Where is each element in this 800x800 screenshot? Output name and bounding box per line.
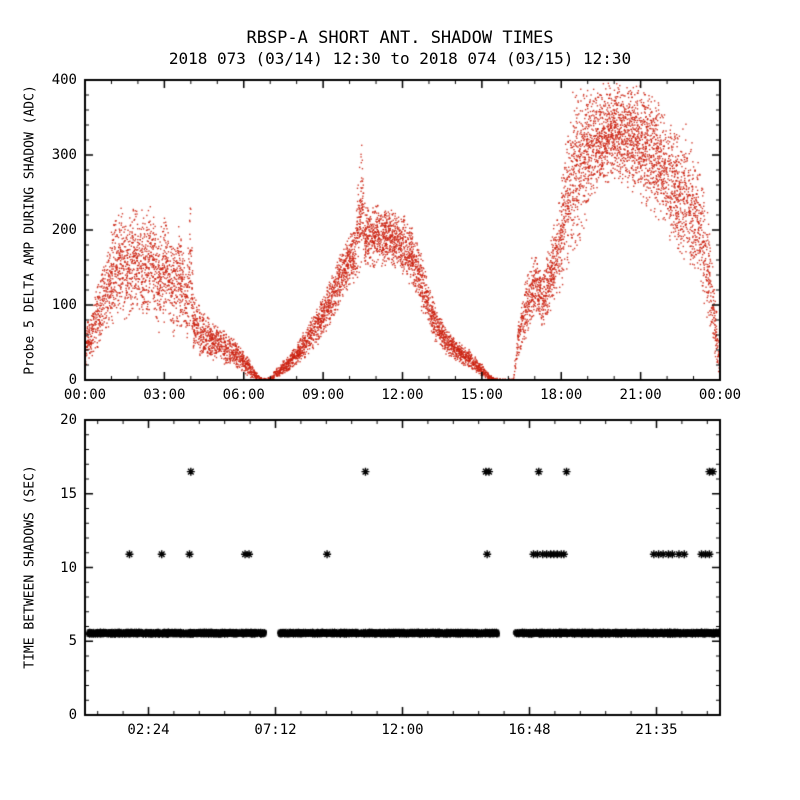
bottom-x-tick-label: 02:24 [127, 722, 170, 738]
bottom-y-tick-label: 10 [60, 559, 77, 576]
top-x-tick-label: 15:00 [460, 387, 503, 403]
top-x-tick-label: 06:00 [222, 387, 265, 403]
top-y-axis-title: Probe 5 DELTA AMP DURING SHADOW (ADC) [22, 85, 38, 375]
top-x-tick-label: 21:00 [619, 387, 662, 403]
bottom-y-axis-title: TIME BETWEEN SHADOWS (SEC) [22, 465, 38, 669]
bottom-y-tick-label: 15 [60, 485, 77, 502]
top-x-tick-label: 09:00 [302, 387, 345, 403]
top-x-tick-label: 12:00 [381, 387, 424, 403]
top-x-tick-label: 00:00 [63, 387, 107, 403]
top-y-tick-label: 0 [68, 372, 77, 388]
top-y-tick-label: 100 [51, 297, 77, 313]
top-y-tick-label: 300 [51, 147, 77, 163]
chart-title: RBSP-A SHORT ANT. SHADOW TIMES [246, 28, 554, 48]
chart-subtitle: 2018 073 (03/14) 12:30 to 2018 074 (03/1… [168, 49, 632, 68]
bottom-x-tick-label: 21:35 [635, 722, 678, 738]
bottom-y-tick-label: 0 [68, 707, 77, 723]
top-y-tick-label: 400 [51, 72, 77, 88]
bottom-y-tick-label: 5 [68, 633, 77, 650]
bottom-x-tick-label: 16:48 [508, 722, 551, 738]
bottom-y-tick-label: 20 [60, 412, 77, 428]
bottom-x-tick-label: 12:00 [381, 722, 424, 738]
top-x-tick-label: 03:00 [143, 387, 186, 403]
top-x-tick-label: 18:00 [540, 387, 583, 403]
bottom-x-tick-label: 07:12 [254, 722, 297, 738]
top-x-tick-label: 00:00 [698, 387, 742, 403]
top-y-tick-label: 200 [51, 222, 77, 238]
